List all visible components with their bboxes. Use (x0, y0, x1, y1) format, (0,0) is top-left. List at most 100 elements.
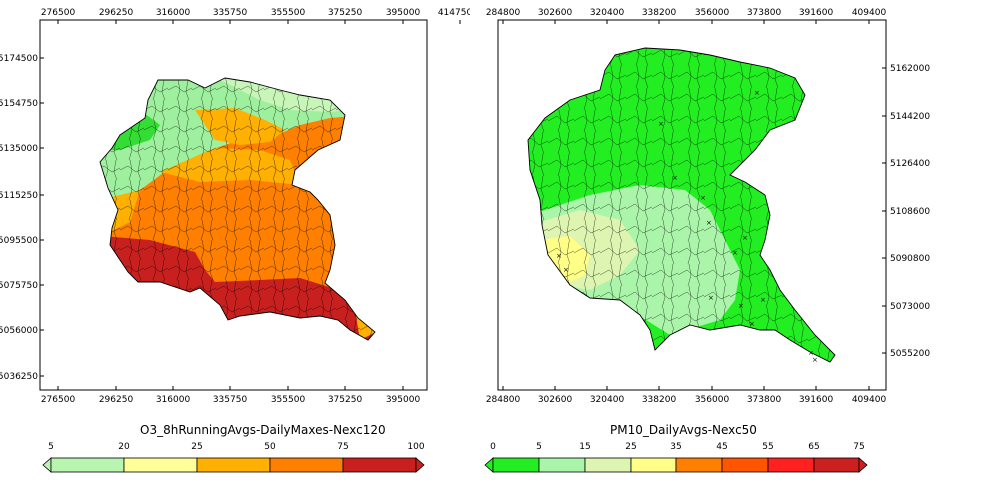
station-marker: × (749, 320, 755, 328)
o3-map: 276500 296250 316000 335750 355500 37525… (0, 8, 470, 405)
pm10-legend-label: 75 (853, 442, 864, 452)
x-tick-top-label: 375250 (328, 8, 363, 18)
x-tick-bottom-label: 276500 (41, 395, 76, 405)
o3-colorbar-right-arrow (415, 457, 425, 473)
o3-colorbar-swatch (196, 457, 271, 473)
pm10-legend-label: 35 (670, 442, 681, 452)
station-marker: × (700, 194, 706, 202)
pm10-colorbar: 0 5 15 25 35 45 55 65 75 (484, 442, 868, 473)
y-tick-label: 5056000 (0, 326, 38, 336)
y-tick-label: 5090800 (890, 254, 930, 264)
pm10-colorbar-swatch (813, 457, 860, 473)
x-tick-bottom-label: 302600 (538, 395, 573, 405)
x-ticks-bottom: 284800 302600 320400 338200 356000 37380… (486, 386, 887, 405)
x-tick-top-label: 296250 (99, 8, 134, 18)
pm10-colorbar-right-arrow (858, 457, 868, 473)
x-tick-bottom-label: 335750 (213, 395, 248, 405)
y-tick-label: 5115250 (0, 191, 38, 201)
station-marker: × (760, 296, 766, 304)
x-ticks-top: 276500 296250 316000 335750 355500 37525… (41, 8, 470, 24)
y-tick-label: 5036250 (0, 372, 38, 382)
pm10-colorbar-swatch (675, 457, 723, 473)
pm10-map: × × × × × × × × × × × × × × × 284800 302… (486, 8, 931, 405)
x-tick-top-label: 391600 (799, 8, 834, 18)
pm10-colorbar-swatch (492, 457, 540, 473)
x-tick-bottom-label: 391600 (799, 395, 834, 405)
pm10-legend-label: 5 (536, 442, 542, 452)
o3-colorbar-swatch (342, 457, 417, 473)
o3-legend-label: 20 (118, 442, 130, 452)
pm10-colorbar-swatch (721, 457, 769, 473)
o3-field (100, 78, 375, 340)
x-tick-bottom-label: 375250 (328, 395, 363, 405)
x-tick-top-label: 302600 (538, 8, 573, 18)
station-marker: × (742, 234, 748, 242)
x-tick-top-label: 338200 (642, 8, 677, 18)
pm10-colorbar-left-arrow (484, 457, 494, 473)
x-tick-top-label: 316000 (156, 8, 191, 18)
pm10-legend-label: 45 (716, 442, 727, 452)
pm10-colorbar-swatch (767, 457, 815, 473)
station-marker: × (754, 89, 760, 97)
y-tick-label: 5095500 (0, 236, 38, 246)
o3-colorbar-left-arrow (42, 457, 52, 473)
pm10-legend-label: 65 (808, 442, 819, 452)
o3-colorbar-swatch (50, 457, 125, 473)
station-marker: × (708, 294, 714, 302)
pm10-colorbar-labels: 0 5 15 25 35 45 55 65 75 (490, 442, 865, 452)
y-tick-label: 5162000 (890, 64, 930, 74)
y-tick-label: 5075750 (0, 281, 38, 291)
station-marker: × (808, 349, 814, 357)
x-tick-bottom-label: 316000 (156, 395, 191, 405)
x-tick-top-label: 335750 (213, 8, 248, 18)
y-tick-label: 5108600 (890, 207, 930, 217)
region-outline (527, 47, 836, 363)
y-tick-label: 5174500 (0, 54, 38, 64)
region-outline (99, 77, 376, 341)
map-frame (39, 19, 428, 391)
o3-colorbar-swatch (269, 457, 344, 473)
map-frame (497, 19, 887, 391)
x-tick-top-label: 373800 (747, 8, 782, 18)
station-markers: × × × × × × × × × × × × × × × (556, 89, 818, 364)
pm10-legend-label: 0 (490, 442, 496, 452)
o3-legend-title: O3_8hRunningAvgs-DailyMaxes-Nexc120 (140, 423, 386, 437)
pm10-field (528, 48, 835, 362)
y-tick-label: 5144200 (890, 112, 930, 122)
y-ticks-left: 5174500 5154750 5135000 5115250 5095500 … (0, 54, 44, 382)
y-ticks-right: 5162000 5144200 5126400 5108600 5090800 … (882, 64, 930, 359)
pm10-colorbar-swatch (630, 457, 677, 473)
station-marker: × (732, 249, 738, 257)
x-tick-top-label: 355500 (271, 8, 306, 18)
o3-colorbar: 5 20 25 50 75 100 (42, 442, 425, 473)
station-marker: × (706, 219, 712, 227)
y-tick-label: 5073000 (890, 302, 930, 312)
x-tick-bottom-label: 395000 (386, 395, 421, 405)
x-tick-top-label: 409400 (852, 8, 887, 18)
x-tick-top-label: 320400 (590, 8, 625, 18)
station-marker: × (812, 356, 818, 364)
pm10-colorbar-swatch (538, 457, 586, 473)
station-marker: × (563, 266, 569, 274)
station-marker: × (556, 252, 562, 260)
pm10-colorbar-swatch (584, 457, 632, 473)
x-tick-top-label: 284800 (486, 8, 521, 18)
x-tick-bottom-label: 284800 (486, 395, 521, 405)
x-tick-bottom-label: 373800 (747, 395, 782, 405)
o3-colorbar-swatch (123, 457, 198, 473)
x-tick-bottom-label: 296250 (99, 395, 134, 405)
x-tick-bottom-label: 356000 (695, 395, 730, 405)
x-ticks-bottom: 276500 296250 316000 335750 355500 37525… (41, 386, 421, 405)
x-tick-bottom-label: 409400 (852, 395, 887, 405)
y-tick-label: 5154750 (0, 99, 38, 109)
x-ticks-top: 284800 302600 320400 338200 356000 37380… (486, 8, 887, 24)
y-tick-label: 5055200 (890, 349, 930, 359)
x-tick-top-label: 395000 (386, 8, 421, 18)
x-tick-top-label: 356000 (695, 8, 730, 18)
o3-legend-label: 75 (337, 442, 348, 452)
station-marker: × (658, 120, 664, 128)
station-marker: × (738, 302, 744, 310)
pm10-legend-label: 55 (762, 442, 773, 452)
x-tick-bottom-label: 338200 (642, 395, 677, 405)
o3-colorbar-labels: 5 20 25 50 75 100 (48, 442, 425, 452)
